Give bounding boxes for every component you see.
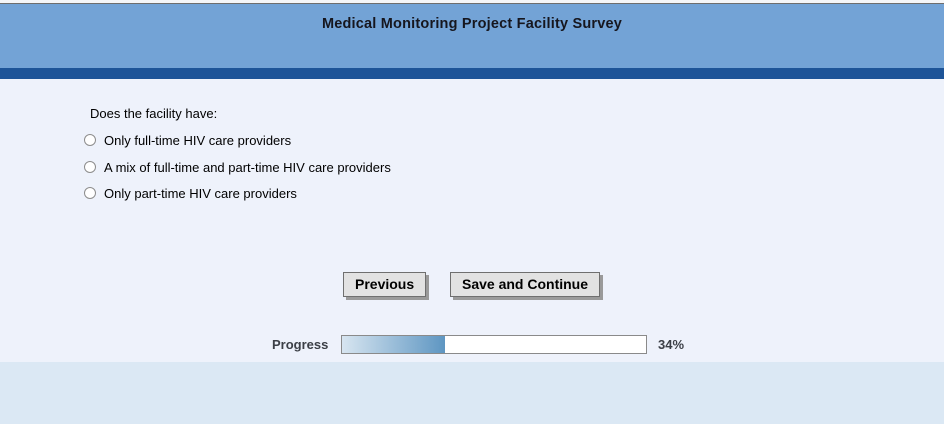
radio-option-part-time[interactable]: Only part-time HIV care providers xyxy=(84,185,297,201)
footer-band xyxy=(0,362,944,424)
radio-button-icon[interactable] xyxy=(84,134,96,146)
progress-bar xyxy=(341,335,647,354)
header-divider-bar xyxy=(0,68,944,79)
radio-option-full-time[interactable]: Only full-time HIV care providers xyxy=(84,132,291,148)
question-prompt: Does the facility have: xyxy=(90,106,218,121)
header-band: Medical Monitoring Project Facility Surv… xyxy=(0,4,944,68)
radio-option-label: A mix of full-time and part-time HIV car… xyxy=(104,159,391,175)
radio-option-label: Only part-time HIV care providers xyxy=(104,185,297,201)
previous-button[interactable]: Previous xyxy=(343,272,427,297)
main-content xyxy=(0,79,944,362)
radio-button-icon[interactable] xyxy=(84,161,96,173)
top-strip xyxy=(0,0,944,4)
radio-option-label: Only full-time HIV care providers xyxy=(104,132,292,148)
progress-percentage: 34% xyxy=(658,337,685,352)
page-title: Medical Monitoring Project Facility Surv… xyxy=(321,16,623,32)
radio-option-mix[interactable]: A mix of full-time and part-time HIV car… xyxy=(84,159,391,175)
save-and-continue-button[interactable]: Save and Continue xyxy=(450,272,601,297)
radio-button-icon[interactable] xyxy=(84,187,96,199)
progress-bar-fill xyxy=(342,336,446,353)
progress-label: Progress xyxy=(272,337,329,352)
